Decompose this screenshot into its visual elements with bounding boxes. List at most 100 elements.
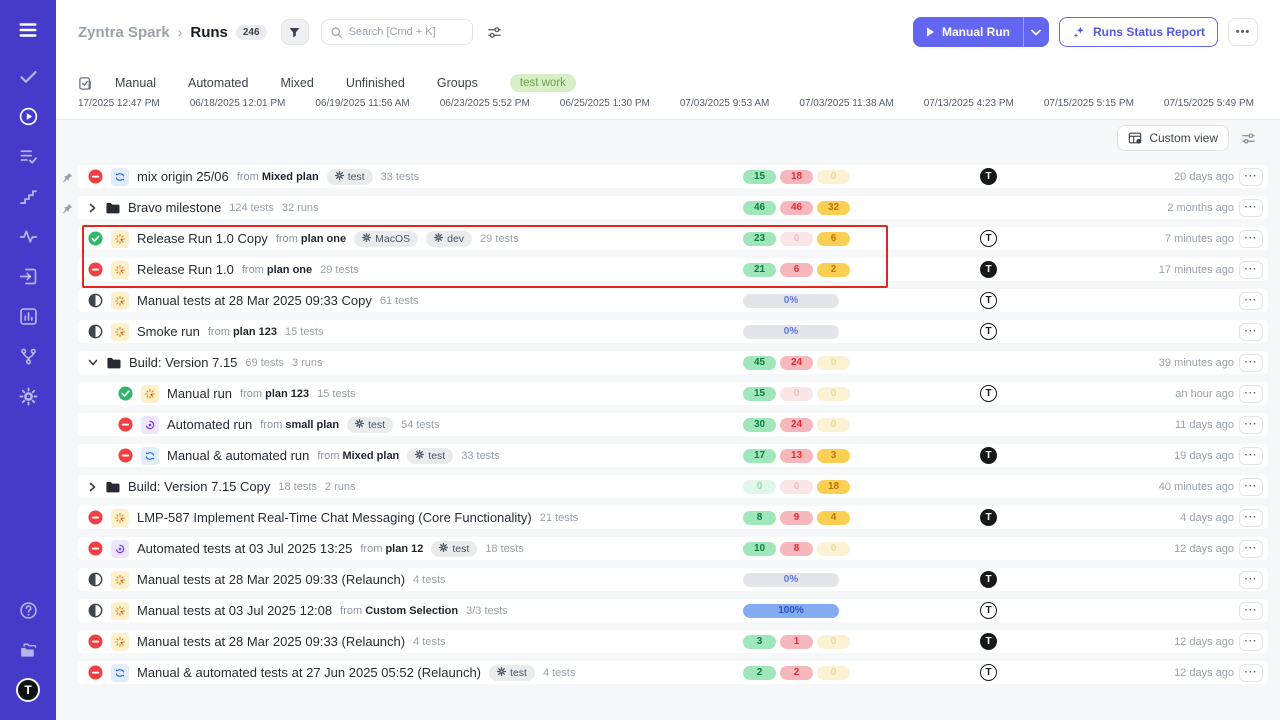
- row-menu-button[interactable]: ···: [1239, 198, 1263, 217]
- run-title[interactable]: LMP-587 Implement Real-Time Chat Messagi…: [137, 510, 532, 525]
- filter-button[interactable]: [280, 19, 309, 45]
- run-title[interactable]: Automated tests at 03 Jul 2025 13:25: [137, 541, 353, 556]
- tag-label: test: [368, 418, 386, 431]
- assignee-cell: T: [853, 292, 1124, 309]
- run-row[interactable]: Manual tests at 28 Mar 2025 09:33 Copy 61…: [78, 289, 1268, 312]
- more-actions-button[interactable]: •••: [1228, 18, 1258, 46]
- filter-tab-groups[interactable]: Groups: [436, 76, 478, 90]
- filter-tab-unfinished[interactable]: Unfinished: [345, 76, 405, 90]
- manual-run-dropdown[interactable]: [1022, 17, 1049, 47]
- run-tag-badge[interactable]: test: [407, 447, 454, 464]
- run-title[interactable]: Manual tests at 28 Mar 2025 09:33 (Relau…: [137, 634, 406, 649]
- chevron-right-icon[interactable]: [88, 482, 97, 492]
- row-menu-button[interactable]: ···: [1239, 322, 1263, 341]
- runs-status-report-button[interactable]: Runs Status Report: [1058, 17, 1218, 47]
- run-row[interactable]: Manual tests at 03 Jul 2025 12:08 from Cu…: [78, 599, 1268, 622]
- run-tag-badge[interactable]: test: [326, 168, 373, 185]
- run-tag-badge[interactable]: test: [489, 664, 535, 681]
- search-input[interactable]: [348, 26, 459, 38]
- sidebar-user-avatar[interactable]: T: [8, 670, 48, 710]
- row-menu-button[interactable]: ···: [1239, 508, 1263, 527]
- breadcrumb-project[interactable]: Zyntra Spark: [78, 23, 170, 41]
- row-menu-button[interactable]: ···: [1239, 446, 1263, 465]
- run-title[interactable]: Manual & automated tests at 27 Jun 2025 …: [137, 665, 481, 680]
- run-title[interactable]: Manual & automated run: [167, 448, 310, 463]
- row-menu-button[interactable]: ···: [1239, 353, 1263, 372]
- row-menu-button[interactable]: ···: [1239, 632, 1263, 651]
- row-menu-button[interactable]: ···: [1239, 663, 1263, 682]
- row-menu-button[interactable]: ···: [1239, 291, 1263, 310]
- row-menu-button[interactable]: ···: [1239, 384, 1263, 403]
- run-row[interactable]: Manual & automated tests at 27 Jun 2025 …: [78, 661, 1268, 684]
- sidebar-item-branch[interactable]: [8, 336, 48, 376]
- row-menu-button[interactable]: ···: [1239, 415, 1263, 434]
- sidebar-item-pulse[interactable]: [8, 216, 48, 256]
- chevron-right-icon[interactable]: [88, 203, 97, 213]
- run-row[interactable]: Smoke run from plan 123 15 tests 0% T ···: [78, 320, 1268, 343]
- sidebar-item-help[interactable]: [8, 590, 48, 630]
- run-tag-badge[interactable]: test: [347, 416, 394, 433]
- row-menu-button[interactable]: ···: [1239, 167, 1263, 186]
- sidebar-item-folder-stack[interactable]: [8, 630, 48, 670]
- sidebar-item-bar-chart[interactable]: [8, 296, 48, 336]
- run-tag-badge[interactable]: test: [431, 540, 478, 557]
- sidebar-item-list-check[interactable]: [8, 136, 48, 176]
- run-row[interactable]: Manual & automated run from Mixed plan tes…: [78, 444, 1268, 467]
- run-title[interactable]: Manual run: [167, 386, 233, 401]
- run-row[interactable]: LMP-587 Implement Real-Time Chat Messagi…: [78, 506, 1268, 529]
- manual-run-main[interactable]: Manual Run: [913, 17, 1023, 47]
- group-row[interactable]: Build: Version 7.15 69 tests 3 runs 45 24 0 39…: [78, 351, 1268, 374]
- chevron-down-icon[interactable]: [88, 358, 98, 367]
- filter-tag-badge[interactable]: test work: [509, 74, 576, 92]
- sidebar-item-play-circle[interactable]: [8, 96, 48, 136]
- result-counts: 17 13 3: [743, 448, 853, 463]
- run-row[interactable]: Automated tests at 03 Jul 2025 13:25 from…: [78, 537, 1268, 560]
- run-tag-badge[interactable]: dev: [426, 230, 473, 247]
- count-yellow-badge: 0: [817, 355, 850, 370]
- row-menu-button[interactable]: ···: [1239, 477, 1263, 496]
- run-title[interactable]: Bravo milestone: [128, 200, 222, 215]
- run-title[interactable]: Smoke run: [137, 324, 200, 339]
- sidebar-item-import[interactable]: [8, 256, 48, 296]
- sidebar-item-gear[interactable]: [8, 376, 48, 416]
- group-row[interactable]: Bravo milestone 124 tests 32 runs 46 46 32 2 m…: [62, 196, 1268, 219]
- group-row[interactable]: Build: Version 7.15 Copy 18 tests 2 runs 0 0…: [78, 475, 1268, 498]
- sidebar-item-steps[interactable]: [8, 176, 48, 216]
- run-title[interactable]: Manual tests at 28 Mar 2025 09:33 (Relau…: [137, 572, 406, 587]
- filter-tab-mixed[interactable]: Mixed: [280, 76, 314, 90]
- row-menu-button[interactable]: ···: [1239, 570, 1263, 589]
- sidebar-item-check[interactable]: [8, 56, 48, 96]
- run-title[interactable]: Manual tests at 28 Mar 2025 09:33 Copy: [137, 293, 372, 308]
- filter-tab-automated[interactable]: Automated: [188, 76, 249, 90]
- custom-view-button[interactable]: Custom view: [1117, 125, 1229, 151]
- run-title[interactable]: Build: Version 7.15: [129, 355, 238, 370]
- run-row[interactable]: Release Run 1.0 Copy from plan one MacOS de…: [78, 227, 1268, 250]
- status-failed-icon: [88, 665, 103, 680]
- filter-tab-manual[interactable]: Manual: [115, 76, 156, 90]
- run-row[interactable]: Manual tests at 28 Mar 2025 09:33 (Relau…: [78, 568, 1268, 591]
- search-box[interactable]: [320, 19, 473, 45]
- run-row[interactable]: Manual tests at 28 Mar 2025 09:33 (Relau…: [78, 630, 1268, 653]
- row-menu-button[interactable]: ···: [1239, 539, 1263, 558]
- select-runs-icon[interactable]: [78, 76, 93, 91]
- row-menu-button[interactable]: ···: [1239, 260, 1263, 279]
- run-row[interactable]: Automated run from small plan test 54 tests…: [78, 413, 1268, 436]
- menu-icon[interactable]: [14, 16, 42, 44]
- run-row[interactable]: mix origin 25/06 from Mixed plan test 33 te…: [62, 165, 1268, 188]
- run-title[interactable]: mix origin 25/06: [137, 169, 229, 184]
- run-tag-badge[interactable]: MacOS: [354, 230, 419, 247]
- run-title[interactable]: Release Run 1.0 Copy: [137, 231, 268, 246]
- run-row[interactable]: Release Run 1.0 from plan one 29 tests 21 6 2…: [78, 258, 1268, 281]
- runs-count: 2 runs: [324, 480, 356, 493]
- row-menu-button[interactable]: ···: [1239, 601, 1263, 620]
- topbar-actions: Manual Run Runs Status Report •••: [912, 17, 1258, 47]
- run-title[interactable]: Build: Version 7.15 Copy: [128, 479, 271, 494]
- filter-settings-icon[interactable]: [487, 25, 502, 40]
- run-title[interactable]: Manual tests at 03 Jul 2025 12:08: [137, 603, 333, 618]
- manual-run-button[interactable]: Manual Run: [912, 17, 1049, 47]
- row-menu-button[interactable]: ···: [1239, 229, 1263, 248]
- run-title[interactable]: Release Run 1.0: [137, 262, 234, 277]
- view-settings-icon[interactable]: [1241, 131, 1256, 146]
- run-title[interactable]: Automated run: [167, 417, 253, 432]
